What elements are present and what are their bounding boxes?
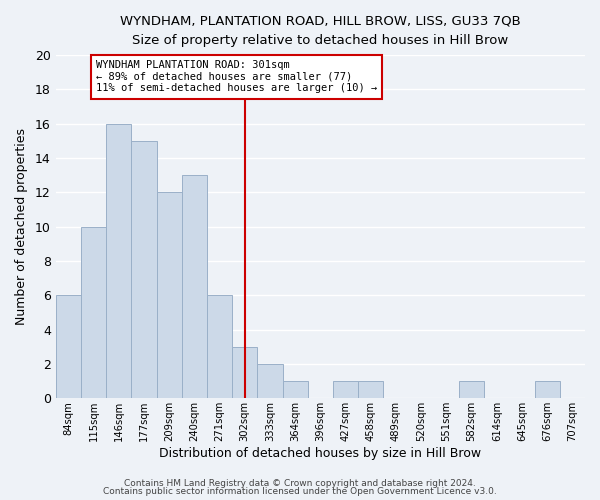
Y-axis label: Number of detached properties: Number of detached properties bbox=[15, 128, 28, 325]
Bar bbox=[56, 296, 81, 399]
Bar bbox=[182, 175, 207, 398]
Bar bbox=[106, 124, 131, 398]
Bar bbox=[535, 381, 560, 398]
Title: WYNDHAM, PLANTATION ROAD, HILL BROW, LISS, GU33 7QB
Size of property relative to: WYNDHAM, PLANTATION ROAD, HILL BROW, LIS… bbox=[120, 15, 521, 47]
Bar bbox=[283, 381, 308, 398]
Bar bbox=[81, 226, 106, 398]
Bar bbox=[257, 364, 283, 398]
Bar bbox=[131, 141, 157, 399]
Bar bbox=[459, 381, 484, 398]
Text: Contains public sector information licensed under the Open Government Licence v3: Contains public sector information licen… bbox=[103, 487, 497, 496]
Bar bbox=[358, 381, 383, 398]
Text: WYNDHAM PLANTATION ROAD: 301sqm
← 89% of detached houses are smaller (77)
11% of: WYNDHAM PLANTATION ROAD: 301sqm ← 89% of… bbox=[96, 60, 377, 94]
Bar bbox=[232, 347, 257, 399]
Bar bbox=[157, 192, 182, 398]
Bar bbox=[333, 381, 358, 398]
Bar bbox=[207, 296, 232, 399]
X-axis label: Distribution of detached houses by size in Hill Brow: Distribution of detached houses by size … bbox=[159, 447, 481, 460]
Text: Contains HM Land Registry data © Crown copyright and database right 2024.: Contains HM Land Registry data © Crown c… bbox=[124, 478, 476, 488]
